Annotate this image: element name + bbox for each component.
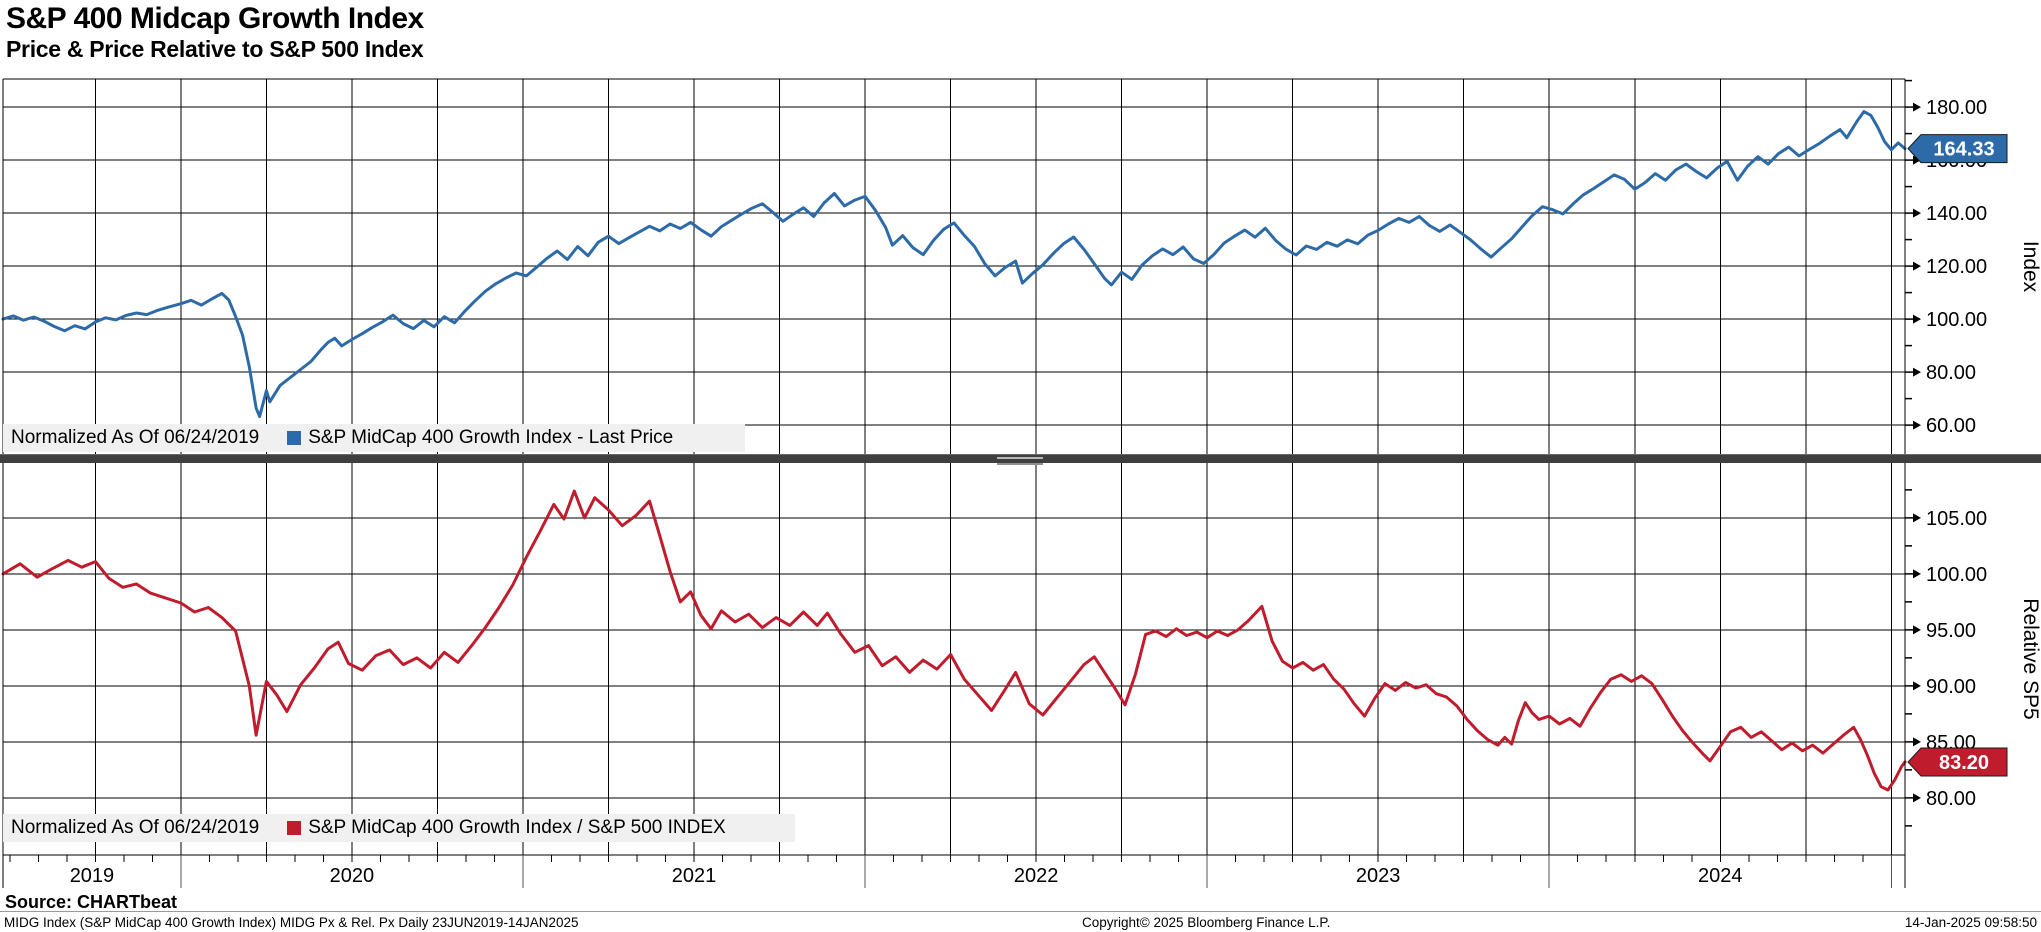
legend-bottom-panel[interactable]: Normalized As Of 06/24/2019 S&P MidCap 4… bbox=[3, 814, 795, 842]
x-axis-year-label: 2023 bbox=[1356, 865, 1401, 887]
axes-frame bbox=[2, 78, 1906, 888]
x-axis: 2019 2020 2021 2022 2023 2024 bbox=[9, 855, 1892, 888]
page-subtitle: Price & Price Relative to S&P 500 Index bbox=[6, 36, 424, 62]
legend-bottom-normalized-label: Normalized As Of 06/24/2019 bbox=[11, 817, 260, 838]
svg-text:105.00: 105.00 bbox=[1926, 508, 1987, 530]
svg-text:100.00: 100.00 bbox=[1926, 564, 1987, 586]
legend-top-normalized-label: Normalized As Of 06/24/2019 bbox=[11, 427, 260, 448]
x-axis-year-label: 2022 bbox=[1014, 865, 1059, 887]
footer-chart-description: MIDG Index (S&P MidCap 400 Growth Index)… bbox=[4, 915, 579, 930]
index-line-series bbox=[1, 110, 1907, 419]
svg-text:90.00: 90.00 bbox=[1926, 676, 1976, 698]
last-price-tag-relative: 83.20 bbox=[1907, 747, 2008, 777]
svg-text:120.00: 120.00 bbox=[1926, 256, 1987, 278]
legend-top-panel[interactable]: Normalized As Of 06/24/2019 S&P MidCap 4… bbox=[3, 424, 745, 452]
panel-splitter[interactable] bbox=[0, 454, 2041, 465]
svg-text:164.33: 164.33 bbox=[1933, 139, 1994, 161]
footer-timestamp: 14-Jan-2025 09:58:50 bbox=[1904, 915, 2037, 930]
svg-text:95.00: 95.00 bbox=[1926, 620, 1976, 642]
legend-top-series-label: S&P MidCap 400 Growth Index - Last Price bbox=[308, 427, 674, 448]
svg-text:180.00: 180.00 bbox=[1926, 97, 1987, 119]
footer-bar: MIDG Index (S&P MidCap 400 Growth Index)… bbox=[0, 911, 2041, 932]
svg-text:80.00: 80.00 bbox=[1926, 362, 1976, 384]
red-series-marker-icon bbox=[287, 821, 302, 835]
gridlines-panel-0 bbox=[3, 79, 1905, 454]
x-axis-year-label: 2019 bbox=[70, 865, 115, 887]
y-axis-title-index: Index bbox=[2019, 241, 2041, 293]
y-axis-title-relative: Relative SP5 bbox=[2019, 598, 2041, 719]
page-title: S&P 400 Midcap Growth Index bbox=[6, 2, 424, 35]
svg-text:83.20: 83.20 bbox=[1939, 752, 1989, 774]
source-line: Source: CHARTbeat bbox=[5, 892, 178, 912]
legend-bottom-series-label: S&P MidCap 400 Growth Index / S&P 500 IN… bbox=[308, 817, 726, 838]
footer-copyright: Copyright© 2025 Bloomberg Finance L.P. bbox=[1082, 915, 1331, 930]
x-axis-year-label: 2024 bbox=[1698, 865, 1743, 887]
gridlines-panel-1 bbox=[3, 463, 1905, 855]
splitter-grip-icon[interactable] bbox=[997, 457, 1043, 465]
y-axis-panel-0: 180.00160.00140.00120.00100.0080.0060.00… bbox=[1905, 79, 2041, 437]
x-axis-year-label: 2020 bbox=[330, 865, 375, 887]
svg-text:100.00: 100.00 bbox=[1926, 309, 1987, 331]
blue-series-marker-icon bbox=[287, 431, 302, 445]
relative-line-series bbox=[1, 489, 1907, 792]
svg-text:140.00: 140.00 bbox=[1926, 203, 1987, 225]
svg-text:80.00: 80.00 bbox=[1926, 788, 1976, 810]
x-axis-year-label: 2021 bbox=[672, 865, 717, 887]
last-price-tag-index: 164.33 bbox=[1907, 134, 2008, 164]
svg-text:60.00: 60.00 bbox=[1926, 415, 1976, 437]
